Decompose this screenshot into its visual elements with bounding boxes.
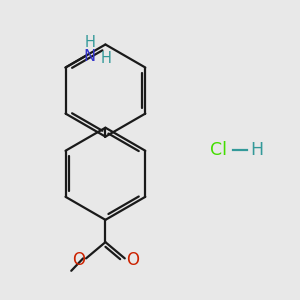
Text: H: H	[101, 50, 112, 65]
Text: N: N	[84, 49, 96, 64]
Text: Cl: Cl	[210, 141, 227, 159]
Text: O: O	[72, 251, 85, 269]
Text: H: H	[84, 35, 95, 50]
Text: H: H	[250, 141, 264, 159]
Text: O: O	[126, 251, 139, 269]
